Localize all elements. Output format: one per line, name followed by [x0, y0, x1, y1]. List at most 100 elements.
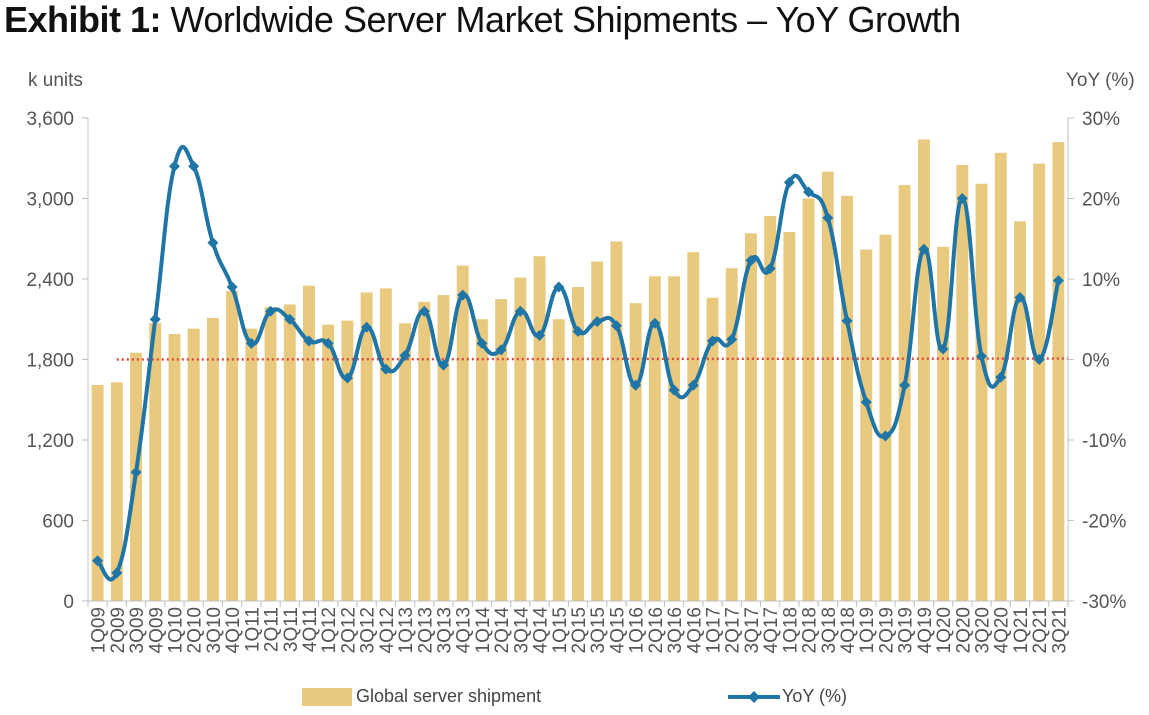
x-label-4Q13: 4Q13 — [454, 607, 475, 653]
yoy-point-2Q12 — [341, 372, 353, 384]
bar-1Q14 — [475, 319, 488, 601]
bar-3Q17 — [744, 233, 757, 601]
bar-1Q10 — [168, 334, 181, 601]
yoy-point-3Q11 — [284, 313, 296, 325]
x-label-1Q12: 1Q12 — [319, 607, 340, 653]
bar-2Q16 — [648, 276, 661, 601]
yoy-point-2Q17 — [726, 333, 738, 345]
x-label-4Q16: 4Q16 — [684, 607, 705, 653]
left-tick-label: 3,600 — [26, 109, 74, 130]
bar-1Q09 — [91, 384, 104, 601]
yoy-point-2Q15 — [572, 325, 584, 337]
zero-line — [116, 357, 1069, 361]
x-label-4Q17: 4Q17 — [761, 607, 782, 653]
x-label-1Q15: 1Q15 — [550, 607, 571, 653]
x-label-2Q12: 2Q12 — [338, 607, 359, 653]
yoy-point-2Q11 — [265, 305, 277, 317]
yoy-point-1Q15 — [553, 281, 565, 293]
bar-3Q16 — [668, 276, 681, 601]
left-axis-unit: k units — [28, 70, 83, 91]
yoy-point-3Q17 — [745, 254, 757, 266]
x-label-3Q15: 3Q15 — [588, 607, 609, 653]
yoy-point-2Q09 — [111, 567, 123, 579]
bar-3Q14 — [514, 277, 527, 601]
yoy-point-4Q20 — [995, 371, 1007, 383]
bar-2Q09 — [110, 382, 123, 601]
bar-1Q19 — [860, 249, 873, 601]
bar-4Q11 — [303, 285, 315, 601]
bar-4Q16 — [687, 252, 700, 601]
bar-4Q17 — [764, 215, 777, 602]
legend-label-yoy: YoY (%) — [782, 686, 848, 706]
yoy-point-1Q12 — [322, 337, 334, 349]
bar-3Q13 — [437, 295, 450, 601]
x-label-2Q15: 2Q15 — [569, 607, 590, 653]
bar-1Q21 — [1014, 221, 1026, 601]
x-axis-labels: 1Q092Q093Q094Q091Q102Q103Q104Q101Q112Q11… — [89, 607, 1071, 654]
x-label-4Q18: 4Q18 — [838, 607, 859, 653]
bar-1Q18 — [783, 232, 796, 601]
legend-item-yoy: YoY (%) — [728, 686, 847, 707]
yoy-point-2Q18 — [803, 186, 815, 198]
x-label-3Q11: 3Q11 — [281, 607, 302, 652]
yoy-line-series — [92, 144, 1064, 582]
bar-4Q18 — [841, 195, 853, 602]
bar-3Q10 — [206, 317, 219, 601]
yoy-point-1Q17 — [707, 335, 719, 347]
bar-1Q17 — [706, 297, 719, 601]
yoy-point-4Q11 — [303, 335, 315, 347]
bar-1Q12 — [322, 324, 335, 601]
yoy-point-3Q19 — [899, 379, 911, 391]
yoy-point-3Q13 — [437, 359, 449, 371]
yoy-point-3Q15 — [591, 316, 603, 328]
bar-4Q10 — [226, 291, 239, 601]
yoy-point-1Q13 — [399, 349, 411, 361]
yoy-point-3Q12 — [361, 321, 373, 333]
x-label-1Q11: 1Q11 — [242, 607, 263, 652]
right-tick-label: 0% — [1082, 351, 1110, 372]
x-label-3Q18: 3Q18 — [819, 607, 840, 653]
y-axis-labels: 0 600 1,200 1,800 2,400 3,000 3,600 -30% -20% -10… — [26, 109, 1126, 613]
x-label-3Q10: 3Q10 — [204, 607, 225, 653]
legend-bar-swatch — [302, 687, 352, 706]
x-label-2Q17: 2Q17 — [723, 607, 744, 653]
x-label-4Q15: 4Q15 — [607, 607, 628, 653]
yoy-point-3Q18 — [822, 212, 834, 224]
yoy-point-1Q14 — [476, 337, 488, 349]
yoy-point-2Q14 — [495, 344, 507, 356]
x-label-1Q17: 1Q17 — [704, 607, 725, 653]
bar-2Q11 — [264, 307, 277, 601]
yoy-point-4Q12 — [380, 363, 392, 375]
x-label-1Q18: 1Q18 — [780, 607, 801, 653]
yoy-point-4Q19 — [918, 243, 930, 255]
bar-1Q16 — [629, 303, 642, 601]
legend-label-shipment: Global server shipment — [356, 686, 542, 706]
right-tick-label: 30% — [1082, 109, 1120, 130]
left-tick-label: 2,400 — [26, 270, 74, 291]
x-label-3Q17: 3Q17 — [742, 607, 763, 653]
bar-4Q14 — [533, 256, 546, 601]
yoy-point-2Q20 — [956, 193, 968, 204]
x-label-3Q14: 3Q14 — [511, 607, 532, 654]
right-tick-label: -30% — [1082, 592, 1126, 613]
yoy-point-2Q13 — [418, 305, 430, 317]
yoy-point-2Q21 — [1033, 354, 1045, 365]
yoy-point-1Q10 — [168, 160, 180, 172]
yoy-point-1Q20 — [937, 343, 949, 355]
bar-series — [91, 139, 1065, 602]
x-label-3Q12: 3Q12 — [358, 607, 379, 653]
x-label-1Q21: 1Q21 — [1011, 607, 1032, 653]
bar-1Q20 — [937, 246, 950, 602]
right-tick-label: 10% — [1082, 270, 1120, 291]
yoy-point-3Q21 — [1052, 275, 1064, 287]
bar-4Q09 — [149, 323, 162, 601]
x-label-3Q13: 3Q13 — [434, 607, 455, 653]
left-tick-label: 1,200 — [26, 431, 74, 452]
x-label-1Q14: 1Q14 — [473, 607, 494, 654]
x-label-1Q13: 1Q13 — [396, 607, 417, 653]
x-label-2Q21: 2Q21 — [1030, 607, 1051, 653]
yoy-point-3Q10 — [207, 237, 219, 249]
zero-reference-line — [116, 357, 1069, 361]
yoy-point-4Q09 — [149, 313, 161, 325]
